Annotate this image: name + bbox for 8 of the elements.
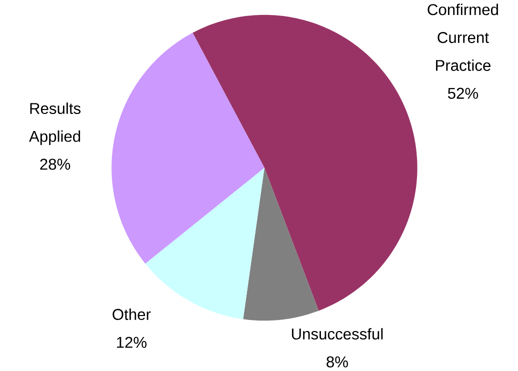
slice-label: Unsuccessful <box>292 328 383 340</box>
slice-label: Results Applied <box>29 102 81 145</box>
data-label: 8% <box>326 356 348 368</box>
data-label: 28% <box>40 158 70 170</box>
data-label: 52% <box>448 88 478 99</box>
slice-label: Other <box>112 308 151 320</box>
data-label: 12% <box>116 336 147 348</box>
slice-label: Confirmed Current Practice <box>428 4 498 71</box>
